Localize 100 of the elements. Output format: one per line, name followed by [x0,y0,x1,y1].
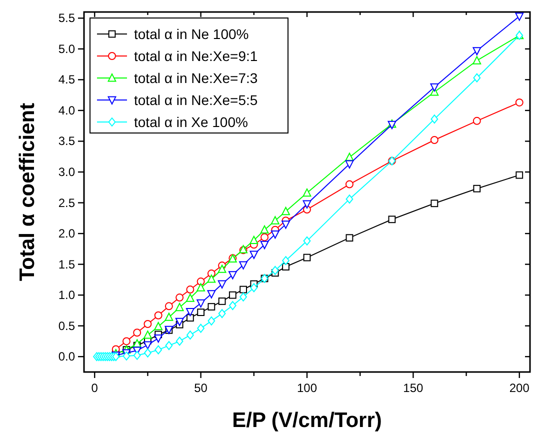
point [133,328,142,337]
point [176,294,184,302]
point [154,322,163,330]
point [122,352,130,360]
point [165,341,173,350]
point [154,311,162,320]
point [133,350,141,360]
point [196,278,205,286]
point [302,200,312,208]
y-tick-label: 2.0 [58,226,76,241]
point [472,56,482,64]
point [303,236,311,246]
point [196,283,206,292]
point [282,256,290,266]
point [186,308,194,316]
y-tick-label: 3.0 [58,165,76,179]
point [516,171,524,179]
point [175,318,184,326]
point [164,312,174,321]
y-tick-label: 1.5 [58,257,76,272]
point [270,230,280,239]
point [515,98,524,106]
x-tick-label: 150 [403,381,424,395]
point [122,337,130,346]
y-axis-title: Total α coefficient [16,102,39,282]
point [473,184,481,192]
point [208,303,216,310]
point [473,73,481,82]
point [154,334,163,343]
y-tick-label: 1.0 [58,288,76,302]
point [218,280,226,288]
point [186,314,194,322]
point [271,266,279,275]
point [430,83,439,92]
point [186,286,194,294]
y-tick-label: 5.0 [58,42,76,56]
point [515,12,524,21]
y-tick-label: 4.5 [58,72,76,87]
point [207,290,216,298]
point [430,114,438,124]
point [154,345,162,354]
point [218,264,226,273]
point [282,220,290,229]
point [250,283,258,292]
point [240,286,247,294]
point [144,341,152,350]
point [430,200,438,208]
point [302,188,312,197]
legend-label: total α in Ne 100% [134,26,249,42]
y-tick-label: 0.0 [58,350,76,364]
point [260,240,269,250]
point [208,316,216,326]
x-tick-label: 0 [91,381,98,395]
point [260,233,269,242]
point [240,292,247,302]
point [388,216,396,224]
legend-label: total α in Xe 100% [134,114,248,130]
point [186,330,194,340]
point [218,309,226,318]
point [176,336,184,346]
point [144,348,152,358]
point [472,116,481,125]
x-tick-label: 50 [194,381,208,395]
legend-label: total α in Ne:Xe=9:1 [134,48,258,64]
x-axis-title: E/P (V/cm/Torr) [232,409,382,432]
point [207,274,216,283]
point [228,301,236,310]
y-tick-label: 0.5 [58,318,76,333]
y-tick-label: 5.5 [58,11,76,26]
point [260,225,269,234]
legend-label: total α in Ne:Xe=7:3 [134,70,258,86]
point [144,330,152,339]
point [228,271,237,280]
point [250,250,258,259]
point [144,320,152,328]
point [250,236,258,244]
legend-label: total α in Ne:Xe=5:5 [134,92,258,108]
point [197,324,205,333]
point [345,152,354,161]
point [228,291,236,299]
y-tick-label: 3.5 [58,134,76,148]
point [186,294,194,302]
y-tick-label: 4.0 [58,103,76,118]
point [239,261,248,270]
point [345,180,354,188]
point [196,299,206,308]
point [430,136,438,144]
point [197,308,205,316]
point [346,194,354,204]
point [164,302,173,310]
point [270,216,280,224]
point [303,254,311,262]
x-tick-label: 200 [509,381,530,395]
point [282,206,290,216]
point [282,263,290,270]
point [218,298,226,305]
point [175,302,184,312]
x-tick-label: 100 [296,381,318,395]
point [346,234,354,242]
point [345,160,354,168]
